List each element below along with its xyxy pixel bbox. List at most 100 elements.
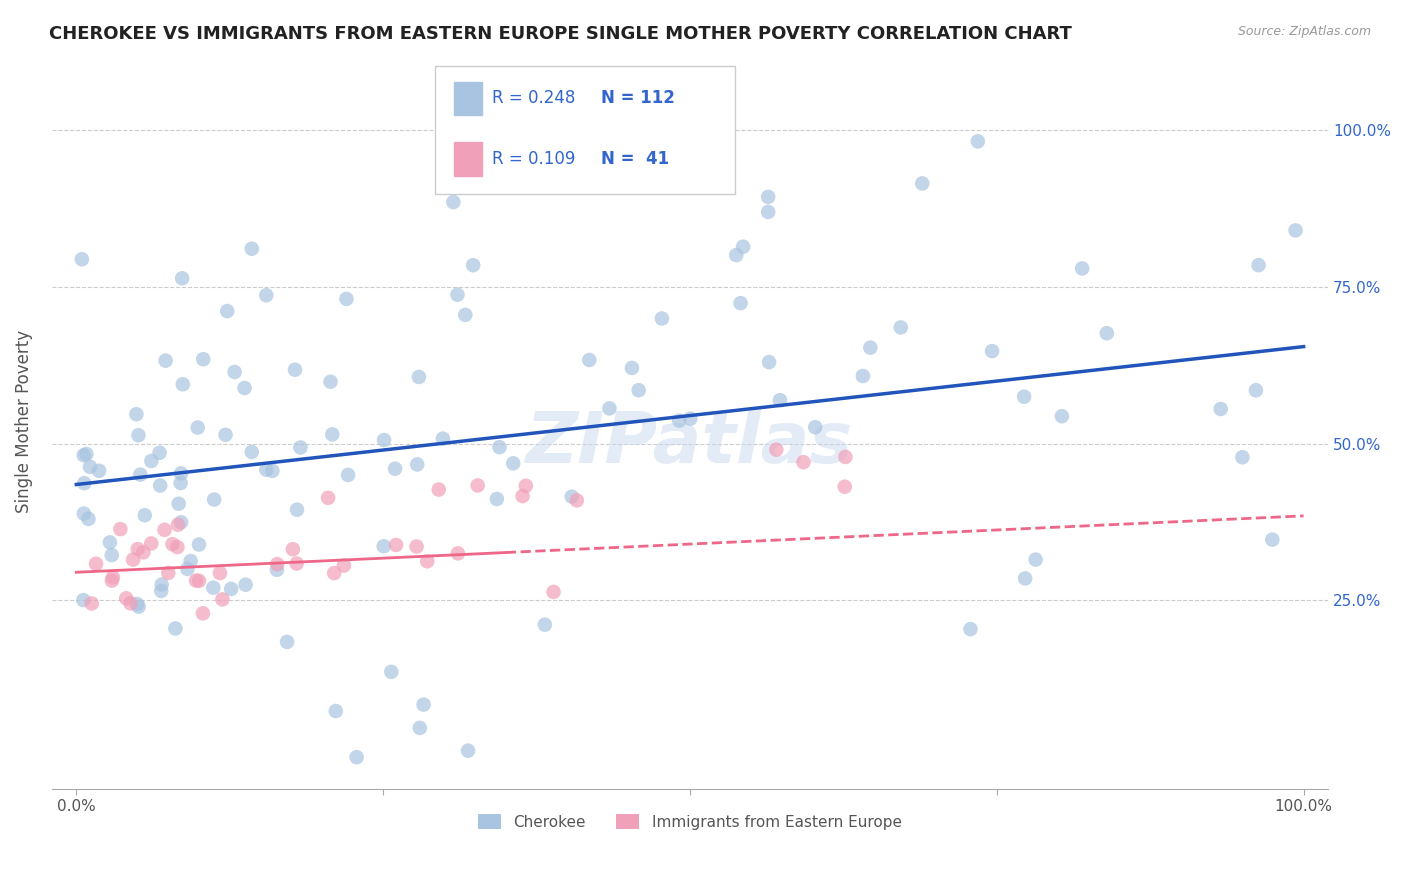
Point [333,558,356,573]
Point [127,597,149,611]
Point [266,563,288,577]
Point [187,420,209,434]
Point [406,458,429,472]
Point [1244,384,1267,398]
Point [170,467,193,481]
Point [852,369,875,384]
Point [262,464,284,478]
Point [70,252,93,267]
Point [323,566,346,580]
Point [427,483,450,497]
Point [319,375,342,389]
Point [325,704,347,718]
Point [416,554,439,568]
Point [122,552,145,566]
Point [457,744,479,758]
Point [162,537,184,551]
Point [284,362,307,376]
Point [254,463,277,477]
Point [412,698,434,712]
Point [184,574,207,588]
Point [758,355,780,369]
Point [1071,261,1094,276]
Point [141,454,163,468]
Point [1284,223,1306,237]
Point [80,596,103,610]
Point [1025,552,1047,566]
Point [266,557,288,571]
Point [1012,390,1035,404]
Point [385,538,408,552]
Point [316,491,339,505]
Point [756,190,779,204]
Point [598,401,620,416]
Point [285,557,308,571]
Point [512,489,534,503]
Text: R = 0.248: R = 0.248 [492,88,575,107]
Text: Source: ZipAtlas.com: Source: ZipAtlas.com [1237,25,1371,38]
Point [730,296,752,310]
Point [467,478,489,492]
Point [432,432,454,446]
Point [373,539,395,553]
Point [98,535,121,549]
Point [149,478,172,492]
Text: CHEROKEE VS IMMIGRANTS FROM EASTERN EUROPE SINGLE MOTHER POVERTY CORRELATION CHA: CHEROKEE VS IMMIGRANTS FROM EASTERN EURO… [49,25,1073,43]
Point [756,205,779,219]
Point [120,596,142,610]
Bar [454,143,482,176]
Point [911,177,934,191]
Point [150,584,173,599]
Point [79,459,101,474]
Point [165,622,187,636]
Text: ZIPatlas: ZIPatlas [526,409,853,478]
Point [792,455,814,469]
Point [73,476,96,491]
Point [890,320,912,334]
Point [167,517,190,532]
Point [335,292,357,306]
Point [219,582,242,596]
Point [217,304,239,318]
Point [725,248,748,262]
Point [110,522,132,536]
Point [804,420,827,434]
Point [285,502,308,516]
Point [172,377,194,392]
Point [578,353,600,368]
Point [384,461,406,475]
Point [191,607,214,621]
Point [214,427,236,442]
Point [100,548,122,562]
Point [380,665,402,679]
Point [188,537,211,551]
Point [1247,258,1270,272]
Point [1095,326,1118,341]
Point [733,240,755,254]
Point [169,476,191,491]
Point [373,433,395,447]
Point [1050,409,1073,424]
Point [454,308,477,322]
Point [534,617,557,632]
Point [193,352,215,367]
Point [346,750,368,764]
Point [240,445,263,459]
Point [73,448,96,462]
Point [620,360,643,375]
FancyBboxPatch shape [434,66,734,194]
Point [321,427,343,442]
Point [627,383,650,397]
Point [446,287,468,301]
Point [211,592,233,607]
Point [153,523,176,537]
Bar [454,81,482,115]
Point [170,515,193,529]
Point [337,467,360,482]
Point [859,341,882,355]
Point [167,497,190,511]
Point [202,492,225,507]
Point [235,578,257,592]
Point [132,545,155,559]
Point [254,288,277,302]
